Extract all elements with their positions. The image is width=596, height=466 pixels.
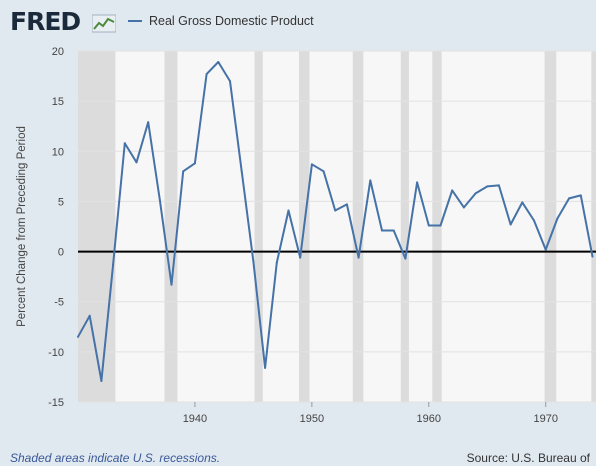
y-axis-label: Percent Change from Preceding Period: [16, 126, 28, 327]
data-point: [275, 261, 278, 264]
fred-graph-icon: [92, 14, 116, 33]
y-tick-label: -10: [48, 347, 64, 359]
data-point: [357, 256, 360, 259]
y-tick-label: 10: [52, 146, 64, 158]
recession-band: [254, 51, 263, 402]
y-tick-label: -15: [48, 397, 64, 409]
data-point: [521, 201, 524, 204]
legend-swatch: [128, 20, 142, 22]
x-axis-ticks: 1940 1950 1960 1970: [183, 402, 558, 425]
data-point: [591, 255, 594, 258]
data-point: [556, 217, 559, 220]
data-point: [88, 314, 91, 317]
data-point: [112, 263, 115, 266]
recession-band: [591, 51, 596, 402]
data-point: [404, 257, 407, 260]
data-point: [299, 256, 302, 259]
recession-band: [544, 51, 557, 402]
data-point: [345, 203, 348, 206]
data-point: [123, 142, 126, 145]
plot-area: [78, 51, 596, 402]
y-axis-ticks: -15 -10 -5 0 5 10 15 20: [48, 46, 64, 409]
data-point: [264, 366, 267, 369]
data-point: [533, 219, 536, 222]
y-tick-label: 5: [58, 196, 64, 208]
data-point: [509, 223, 512, 226]
data-point: [392, 229, 395, 232]
y-tick-label: 0: [58, 247, 64, 259]
data-point: [147, 121, 150, 124]
data-point: [182, 170, 185, 173]
recession-band: [78, 51, 116, 402]
y-tick-label: -5: [54, 297, 64, 309]
data-point: [544, 248, 547, 251]
data-point: [135, 161, 138, 164]
chart-legend: Real Gross Domestic Product: [128, 14, 314, 28]
data-point: [205, 73, 208, 76]
data-point: [322, 170, 325, 173]
gridlines: [78, 50, 596, 403]
data-point: [170, 283, 173, 286]
source-text: Source: U.S. Bureau of: [466, 451, 590, 465]
data-point: [451, 189, 454, 192]
data-point: [427, 224, 430, 227]
data-point: [287, 209, 290, 212]
data-point: [497, 184, 500, 187]
data-point: [158, 199, 161, 202]
data-point: [252, 260, 255, 263]
data-point: [229, 80, 232, 83]
plot-background: [78, 51, 596, 402]
data-point: [579, 194, 582, 197]
data-point: [439, 224, 442, 227]
x-tick-label: 1950: [300, 413, 324, 425]
y-tick-label: 15: [52, 96, 64, 108]
data-point: [100, 379, 103, 382]
line-chart: -15 -10 -5 0 5 10 15 20 1940 1950 1960 1970 Percen…: [16, 46, 596, 425]
recession-band: [164, 51, 178, 402]
data-point: [240, 170, 243, 173]
data-point: [369, 179, 372, 182]
recession-note: Shaded areas indicate U.S. recessions.: [10, 451, 221, 465]
data-point: [462, 206, 465, 209]
x-tick-label: 1960: [417, 413, 441, 425]
y-tick-label: 20: [52, 46, 64, 58]
data-point: [193, 162, 196, 165]
data-point: [416, 181, 419, 184]
recession-band: [352, 51, 364, 402]
legend-label: Real Gross Domestic Product: [149, 14, 314, 28]
data-point: [486, 185, 489, 188]
data-point: [381, 229, 384, 232]
data-point: [217, 61, 220, 64]
data-point: [310, 163, 313, 166]
x-tick-label: 1940: [183, 413, 207, 425]
series-layer: [77, 61, 594, 382]
data-point: [77, 335, 79, 338]
data-point: [474, 192, 477, 195]
recession-band: [400, 51, 409, 402]
fred-logo[interactable]: FRED: [10, 7, 81, 36]
x-tick-label: 1970: [533, 413, 557, 425]
data-point: [334, 209, 337, 212]
chart-header: FRED Real Gross Domestic Product: [0, 0, 596, 44]
data-point: [568, 197, 571, 200]
